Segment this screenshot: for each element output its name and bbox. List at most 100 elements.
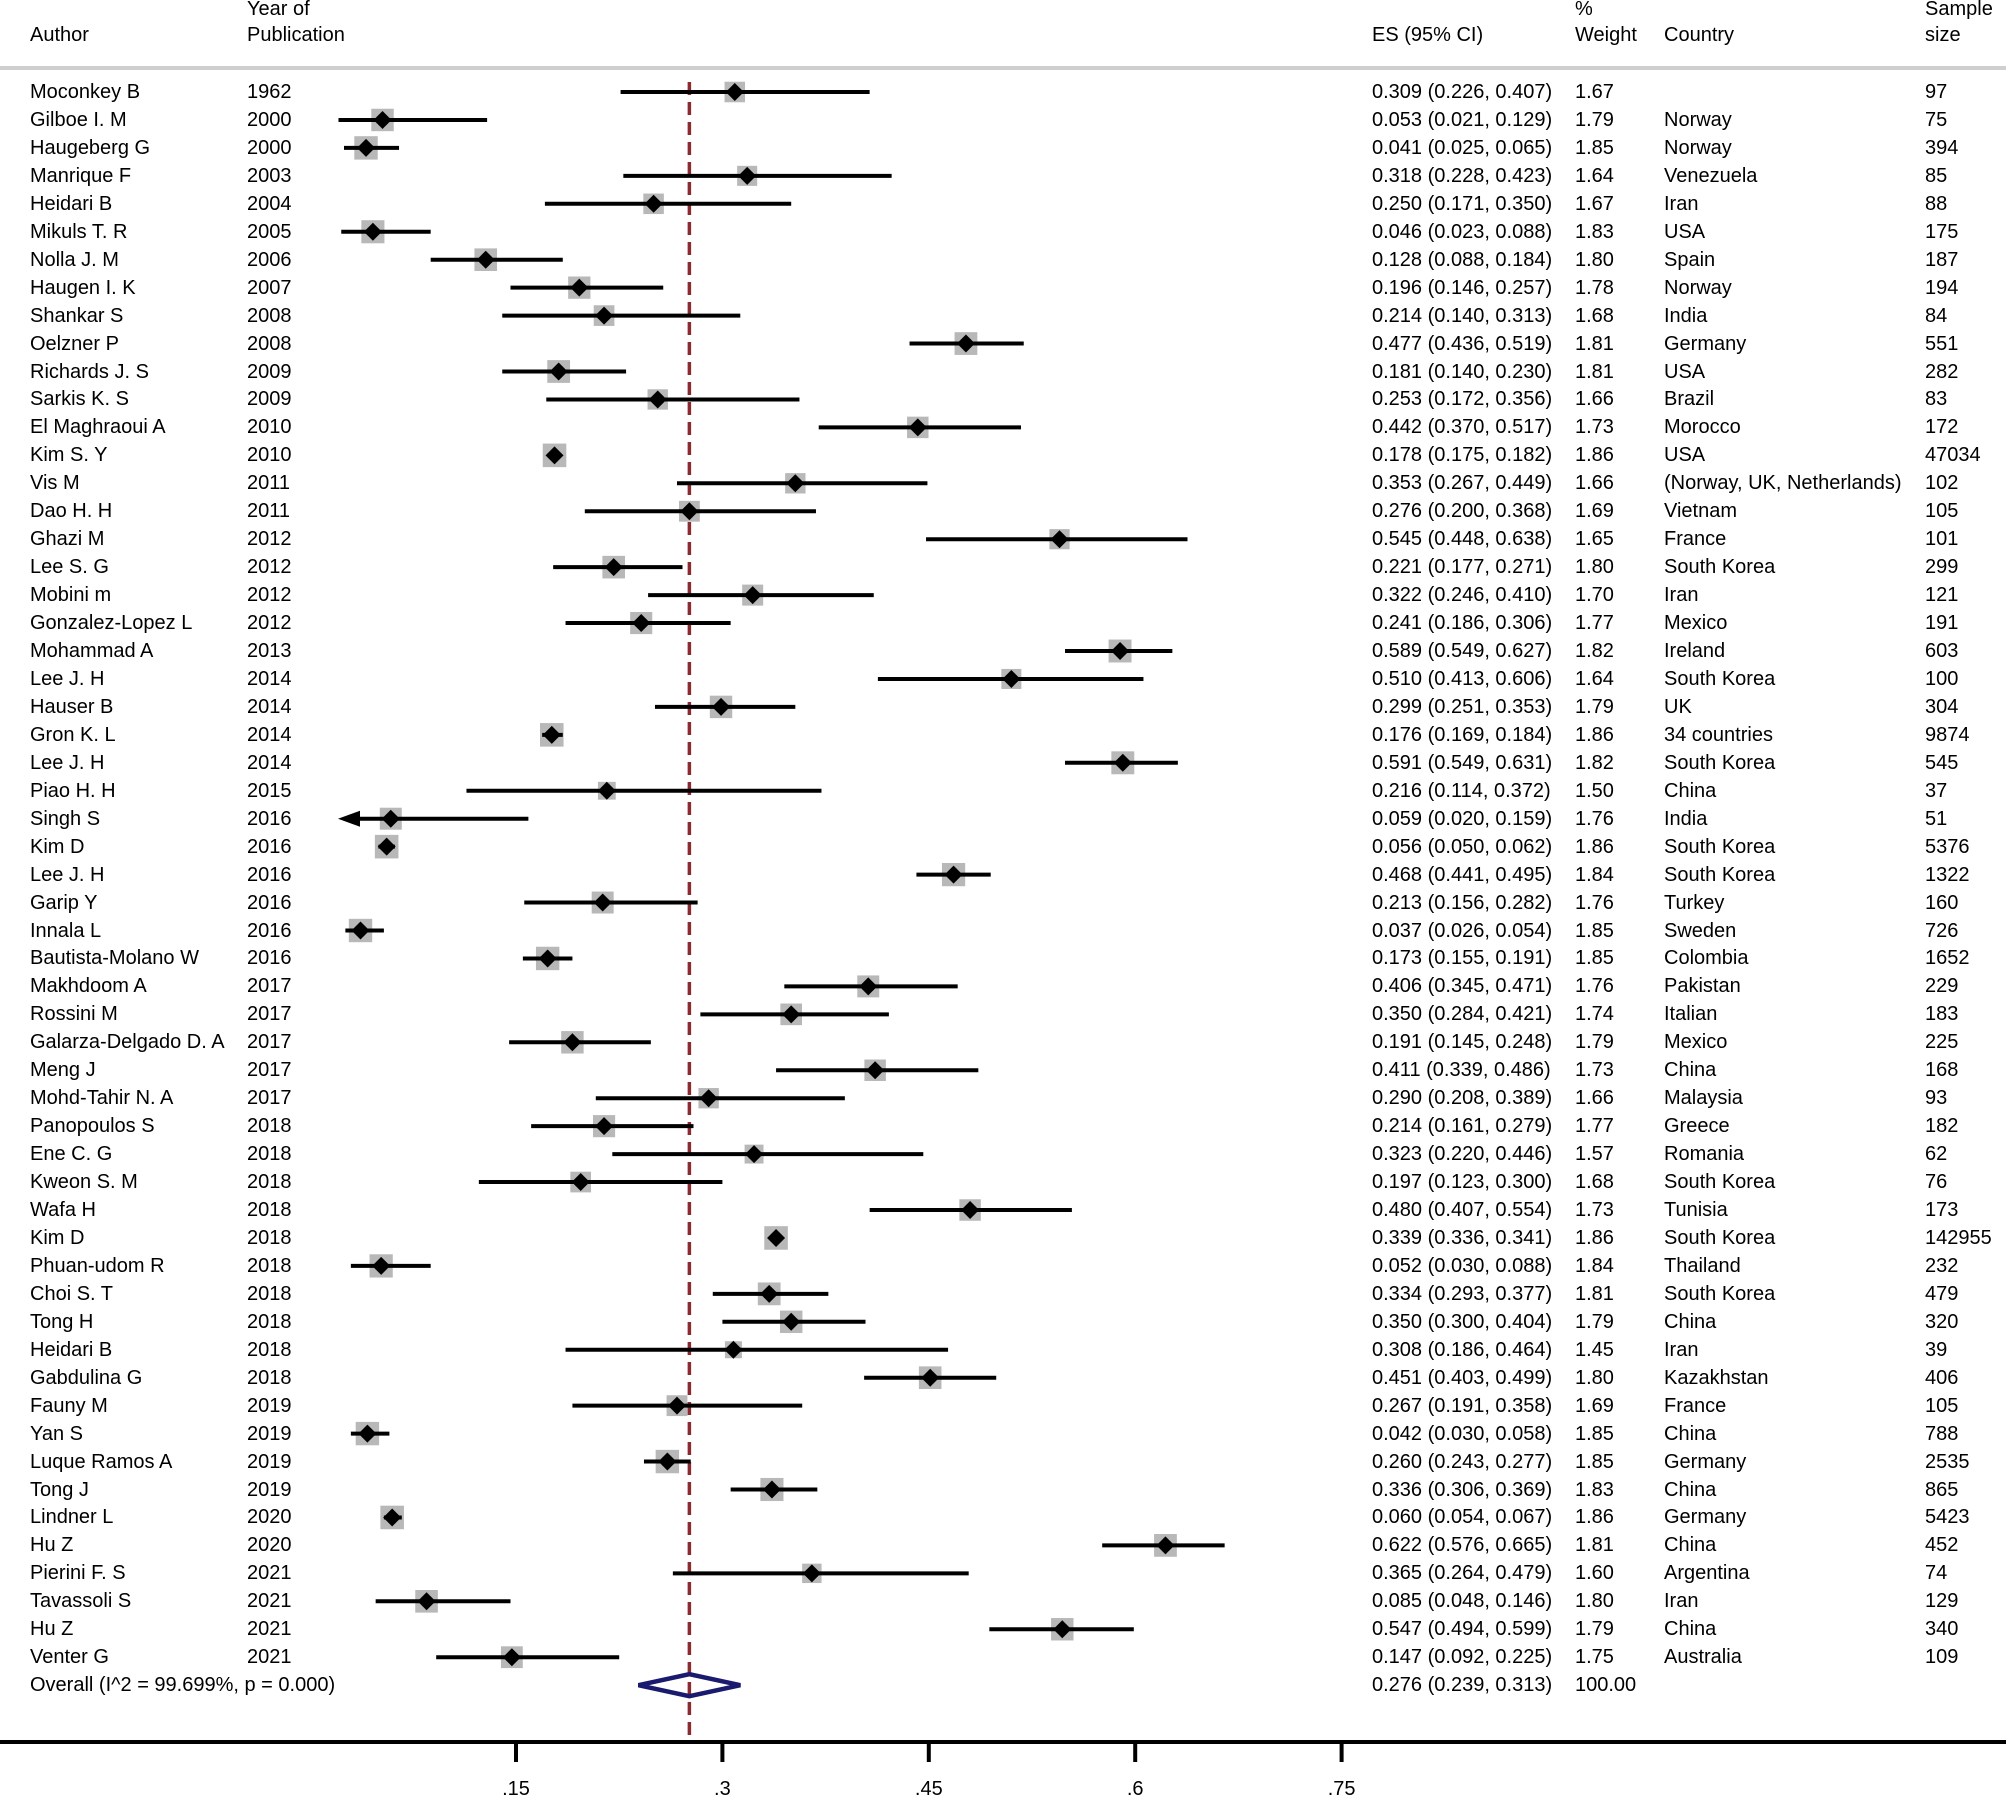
study-es: 0.406 (0.345, 0.471) (1372, 975, 1553, 998)
study-author: Haugeberg G (30, 136, 151, 159)
study-weight: 1.81 (1575, 1282, 1614, 1305)
point-estimate (1111, 642, 1130, 660)
study-sample: 865 (1925, 1478, 1959, 1501)
point-estimate (699, 1089, 718, 1108)
study-country: Iran (1664, 584, 1699, 607)
study-sample: 551 (1925, 332, 1959, 355)
study-sample: 191 (1925, 612, 1959, 635)
study-sample: 282 (1925, 360, 1959, 383)
study-weight: 1.80 (1575, 248, 1614, 271)
study-sample: 51 (1925, 807, 1948, 830)
study-author: Moconkey B (30, 81, 141, 103)
study-year: 2017 (247, 1003, 292, 1026)
study-year: 2009 (247, 360, 292, 383)
study-year: 2008 (247, 332, 292, 355)
study-year: 2017 (247, 1087, 292, 1110)
point-estimate (762, 1480, 781, 1499)
study-country: (Norway, UK, Netherlands) (1664, 472, 1902, 495)
study-sample: 105 (1925, 1394, 1959, 1417)
study-sample: 603 (1925, 640, 1959, 662)
study-weight: 1.86 (1575, 444, 1614, 467)
study-year: 2021 (247, 1618, 292, 1641)
study-sample: 545 (1925, 751, 1959, 774)
study-country: Malaysia (1664, 1087, 1743, 1110)
point-estimate (760, 1284, 779, 1303)
study-weight: 1.68 (1575, 1171, 1614, 1194)
study-country: China (1664, 1534, 1717, 1557)
study-country: Greece (1664, 1115, 1730, 1138)
study-es: 0.299 (0.251, 0.353) (1372, 695, 1553, 718)
study-sample: 9874 (1925, 723, 1970, 746)
header-country: Country (1664, 24, 1735, 46)
study-country: South Korea (1664, 751, 1776, 774)
study-weight: 1.76 (1575, 807, 1614, 830)
study-year: 2018 (247, 1115, 292, 1138)
study-sample: 39 (1925, 1338, 1948, 1361)
point-estimate (597, 781, 616, 800)
study-author: Kim D (30, 1226, 85, 1249)
study-sample: 62 (1925, 1143, 1948, 1166)
study-author: Tong H (30, 1310, 94, 1333)
study-year: 2007 (247, 276, 292, 299)
study-author: Yan S (30, 1422, 83, 1445)
point-estimate (542, 725, 561, 744)
study-country: Tunisia (1664, 1199, 1728, 1221)
study-author: Gonzalez-Lopez L (30, 612, 193, 635)
study-weight: 1.75 (1575, 1646, 1614, 1669)
study-weight: 1.74 (1575, 1003, 1614, 1026)
study-sample: 726 (1925, 919, 1959, 942)
study-es: 0.308 (0.186, 0.464) (1372, 1338, 1553, 1361)
study-es: 0.622 (0.576, 0.665) (1372, 1534, 1553, 1557)
study-author: Hu Z (30, 1534, 74, 1557)
study-author: Venter G (30, 1646, 109, 1669)
study-weight: 1.83 (1575, 1478, 1614, 1501)
point-estimate (476, 250, 495, 269)
study-sample: 183 (1925, 1003, 1959, 1026)
study-author: Tong J (30, 1478, 89, 1501)
study-year: 2015 (247, 779, 292, 802)
study-es: 0.365 (0.264, 0.479) (1372, 1562, 1553, 1585)
study-weight: 1.64 (1575, 164, 1614, 187)
x-tick-label: .15 (502, 1778, 530, 1799)
header-separator (0, 66, 2006, 70)
study-country: South Korea (1664, 835, 1776, 858)
study-country: South Korea (1664, 1282, 1776, 1305)
study-country: USA (1664, 220, 1706, 243)
study-es: 0.253 (0.172, 0.356) (1372, 388, 1553, 411)
study-country: South Korea (1664, 863, 1776, 886)
point-estimate (351, 921, 370, 940)
study-sample: 1322 (1925, 863, 1970, 886)
study-sample: 121 (1925, 584, 1959, 607)
study-sample: 105 (1925, 500, 1959, 523)
study-weight: 1.68 (1575, 304, 1614, 327)
study-weight: 1.69 (1575, 1394, 1614, 1417)
point-estimate (667, 1396, 686, 1415)
study-weight: 1.82 (1575, 640, 1614, 662)
study-author: Kweon S. M (30, 1171, 138, 1194)
study-country: China (1664, 779, 1717, 802)
study-sample: 187 (1925, 248, 1959, 271)
study-author: Heidari B (30, 192, 113, 215)
study-year: 2018 (247, 1143, 292, 1166)
study-es: 0.510 (0.413, 0.606) (1372, 667, 1553, 690)
study-year: 2016 (247, 807, 292, 830)
study-es: 0.250 (0.171, 0.350) (1372, 192, 1553, 215)
study-weight: 1.64 (1575, 667, 1614, 690)
study-sample: 84 (1925, 304, 1948, 327)
study-es: 0.480 (0.407, 0.554) (1372, 1199, 1553, 1221)
study-es: 0.197 (0.123, 0.300) (1372, 1171, 1553, 1194)
study-author: Phuan-udom R (30, 1254, 165, 1277)
study-year: 2018 (247, 1254, 292, 1277)
study-weight: 1.86 (1575, 1226, 1614, 1249)
study-country: USA (1664, 360, 1706, 383)
study-sample: 97 (1925, 81, 1948, 103)
study-weight: 1.67 (1575, 81, 1614, 103)
point-estimate (632, 614, 651, 633)
study-sample: 47034 (1925, 444, 1981, 467)
study-sample: 406 (1925, 1366, 1959, 1389)
study-es: 0.318 (0.228, 0.423) (1372, 164, 1553, 187)
study-weight: 1.45 (1575, 1338, 1614, 1361)
study-es: 0.060 (0.054, 0.067) (1372, 1506, 1553, 1529)
study-es: 0.260 (0.243, 0.277) (1372, 1450, 1553, 1473)
study-es: 0.339 (0.336, 0.341) (1372, 1226, 1553, 1249)
